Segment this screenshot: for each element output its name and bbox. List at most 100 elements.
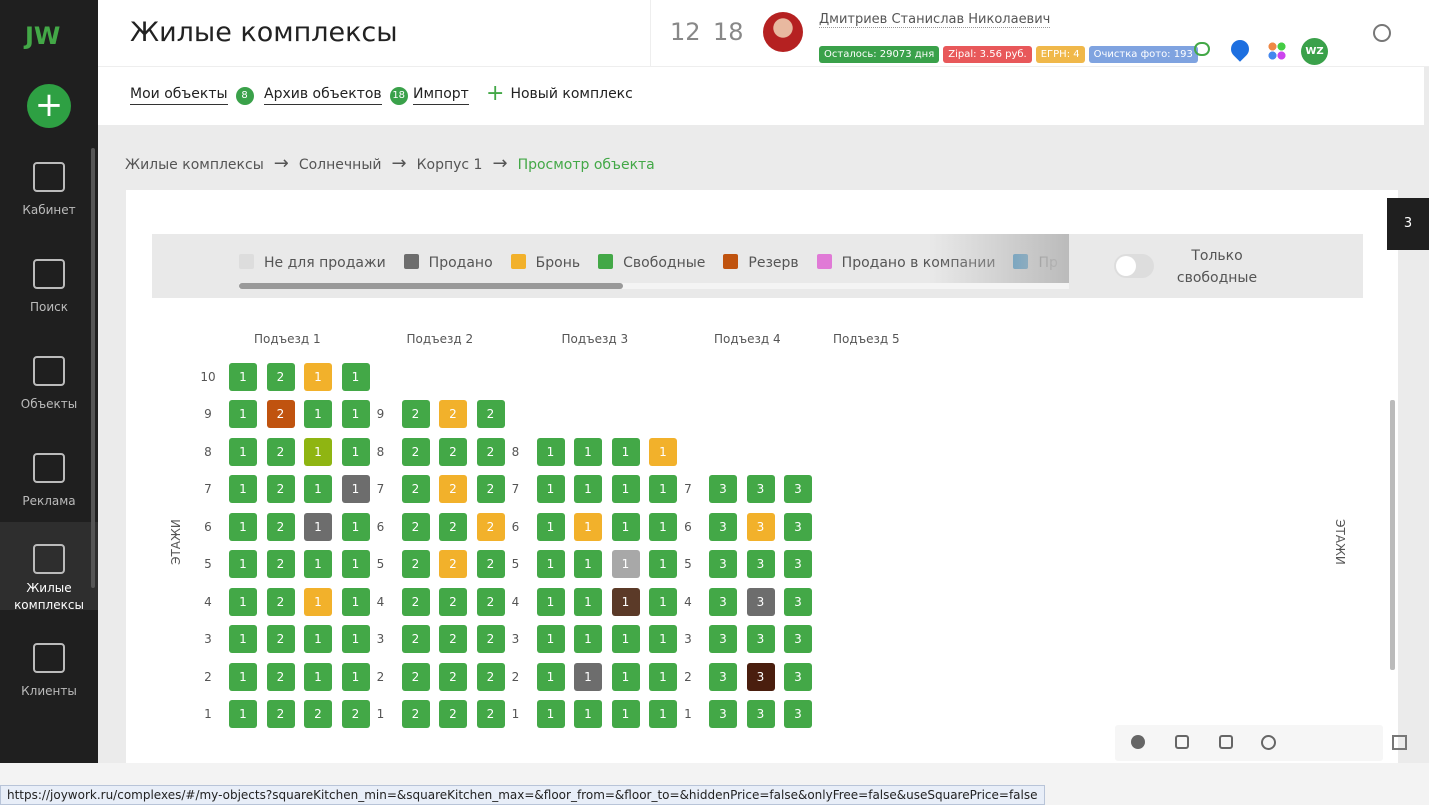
crumb[interactable]: Жилые комплексы <box>125 157 264 173</box>
flat-cell[interactable]: 1 <box>304 625 332 653</box>
apps-icon[interactable] <box>1268 42 1286 60</box>
flat-cell[interactable]: 1 <box>574 700 602 728</box>
flat-cell[interactable]: 1 <box>304 362 332 391</box>
flat-cell[interactable]: 3 <box>784 475 812 503</box>
flat-cell[interactable]: 1 <box>341 662 370 691</box>
wz-avatar[interactable]: WZ <box>1301 38 1328 65</box>
flat-cell[interactable]: 3 <box>784 625 812 653</box>
flat-cell[interactable]: 1 <box>574 437 602 466</box>
flat-cell[interactable]: 1 <box>229 400 257 428</box>
flat-cell[interactable]: 2 <box>401 437 430 466</box>
counter[interactable]: 12 <box>670 18 701 46</box>
flat-cell[interactable]: 3 <box>709 700 737 728</box>
flat-cell[interactable]: 3 <box>746 475 775 503</box>
flat-cell[interactable]: 1 <box>611 625 640 653</box>
flat-cell[interactable]: 2 <box>439 400 467 428</box>
flat-cell[interactable]: 2 <box>266 662 295 691</box>
flat-cell[interactable]: 3 <box>709 587 737 616</box>
crumb[interactable]: Корпус 1 <box>416 157 483 173</box>
flat-cell[interactable]: 3 <box>784 700 812 728</box>
flat-cell[interactable]: 1 <box>611 475 640 503</box>
flat-cell[interactable]: 1 <box>536 550 565 578</box>
flat-cell[interactable]: 1 <box>304 475 332 503</box>
flat-cell[interactable]: 1 <box>229 512 257 541</box>
flat-cell[interactable]: 1 <box>649 662 677 691</box>
flat-cell[interactable]: 1 <box>304 512 332 541</box>
flat-cell[interactable]: 1 <box>536 662 565 691</box>
toggle[interactable] <box>1114 254 1154 278</box>
crumb[interactable]: Просмотр объекта <box>517 157 655 173</box>
call-icon[interactable] <box>1175 735 1189 749</box>
flat-cell[interactable]: 2 <box>401 625 430 653</box>
flat-cell[interactable]: 3 <box>746 587 775 616</box>
flat-cell[interactable]: 3 <box>709 512 737 541</box>
flat-cell[interactable]: 1 <box>341 475 370 503</box>
flat-cell[interactable]: 2 <box>266 625 295 653</box>
flat-cell[interactable]: 2 <box>439 475 467 503</box>
flat-cell[interactable]: 2 <box>401 550 430 578</box>
flat-cell[interactable]: 3 <box>746 625 775 653</box>
flat-cell[interactable]: 1 <box>229 475 257 503</box>
flat-cell[interactable]: 2 <box>476 662 505 691</box>
nav-item[interactable]: Жилые комплексы <box>0 540 98 620</box>
flat-cell[interactable]: 2 <box>266 475 295 503</box>
flat-cell[interactable]: 2 <box>439 662 467 691</box>
flat-cell[interactable]: 1 <box>341 625 370 653</box>
tab[interactable]: + Новый комплекс <box>486 83 633 105</box>
counter[interactable]: 18 <box>713 18 744 46</box>
flat-cell[interactable]: 2 <box>476 512 505 541</box>
flat-cell[interactable]: 2 <box>476 400 505 428</box>
flat-cell[interactable]: 1 <box>536 475 565 503</box>
flat-cell[interactable]: 1 <box>611 662 640 691</box>
side-tab[interactable]: 3 <box>1387 198 1429 250</box>
flat-cell[interactable]: 2 <box>439 625 467 653</box>
flat-cell[interactable]: 3 <box>784 512 812 541</box>
badge[interactable]: ЕГРН: 4 <box>1035 46 1085 63</box>
flat-cell[interactable]: 2 <box>401 512 430 541</box>
flat-cell[interactable]: 1 <box>536 512 565 541</box>
nav-item[interactable]: Клиенты <box>0 639 98 719</box>
flat-cell[interactable]: 2 <box>439 700 467 728</box>
flat-cell[interactable]: 1 <box>649 625 677 653</box>
flat-cell[interactable]: 1 <box>341 437 370 466</box>
flat-cell[interactable]: 3 <box>709 550 737 578</box>
flat-cell[interactable]: 1 <box>229 700 257 728</box>
flat-cell[interactable]: 1 <box>229 625 257 653</box>
flat-cell[interactable]: 1 <box>229 437 257 466</box>
nav-item[interactable]: Реклама <box>0 449 98 529</box>
flat-cell[interactable]: 3 <box>784 550 812 578</box>
flat-cell[interactable]: 1 <box>304 587 332 616</box>
flat-cell[interactable]: 1 <box>304 662 332 691</box>
flat-cell[interactable]: 2 <box>401 587 430 616</box>
chat-icon[interactable] <box>1194 42 1210 56</box>
flat-cell[interactable]: 1 <box>649 550 677 578</box>
flat-cell[interactable]: 2 <box>439 437 467 466</box>
flat-cell[interactable]: 1 <box>536 625 565 653</box>
flat-cell[interactable]: 1 <box>229 550 257 578</box>
flat-cell[interactable]: 3 <box>709 475 737 503</box>
power-icon[interactable] <box>1373 24 1391 42</box>
flat-cell[interactable]: 1 <box>536 700 565 728</box>
flat-cell[interactable]: 3 <box>709 662 737 691</box>
user-avatar[interactable] <box>763 12 803 52</box>
tab[interactable]: Архив объектов 18 <box>264 86 408 105</box>
logo[interactable]: JW <box>25 22 60 50</box>
flat-cell[interactable]: 2 <box>266 512 295 541</box>
call-icon[interactable] <box>1219 735 1233 749</box>
tab[interactable]: Мои объекты 8 <box>130 86 254 105</box>
flat-cell[interactable]: 3 <box>784 662 812 691</box>
popout-icon[interactable] <box>1392 735 1407 750</box>
flat-cell[interactable]: 1 <box>229 662 257 691</box>
flat-cell[interactable]: 1 <box>341 550 370 578</box>
flat-cell[interactable]: 2 <box>266 437 295 466</box>
flat-cell[interactable]: 1 <box>341 400 370 428</box>
flat-cell[interactable]: 2 <box>401 662 430 691</box>
flat-cell[interactable]: 3 <box>746 700 775 728</box>
crumb[interactable]: Солнечный <box>298 157 382 173</box>
nav-item[interactable]: Поиск <box>0 255 98 335</box>
flat-cell[interactable]: 1 <box>229 587 257 616</box>
flat-cell[interactable]: 2 <box>266 587 295 616</box>
flat-cell[interactable]: 2 <box>266 550 295 578</box>
badge[interactable]: Очистка фото: 193 <box>1088 46 1198 63</box>
flat-cell[interactable]: 2 <box>476 437 505 466</box>
